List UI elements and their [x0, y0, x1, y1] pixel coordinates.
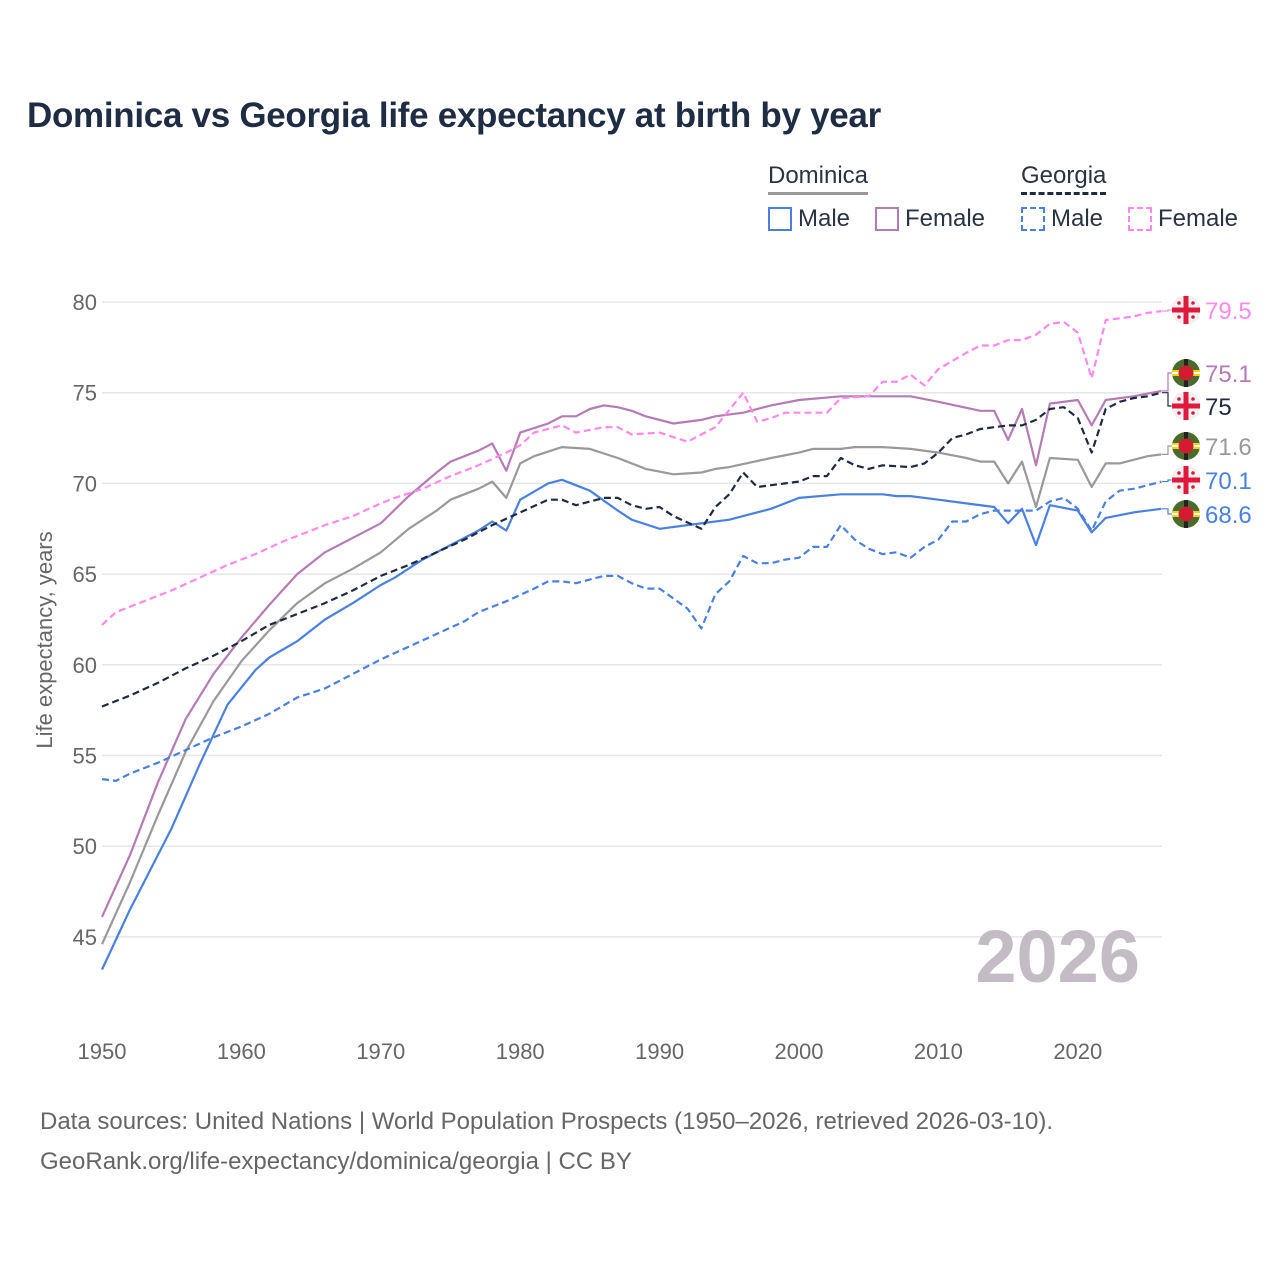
dominica-flag-icon — [1172, 432, 1200, 460]
footer-sources: Data sources: United Nations | World Pop… — [40, 1108, 1054, 1135]
flag-disc — [1178, 365, 1194, 381]
georgia-flag-icon — [1171, 465, 1201, 495]
y-axis-label: Life expectancy, years — [32, 531, 57, 748]
y-tick-label: 65 — [73, 562, 97, 587]
flag-small-cross — [1177, 471, 1181, 475]
end-value-label: 68.6 — [1205, 502, 1252, 529]
flag-cross — [1183, 466, 1189, 494]
footer-url[interactable]: GeoRank.org/life-expectancy/dominica/geo… — [40, 1148, 632, 1175]
flag-small-cross — [1191, 411, 1195, 415]
dominica-flag-icon — [1172, 500, 1200, 528]
x-tick-label: 1990 — [635, 1039, 684, 1064]
flag-cross — [1183, 392, 1189, 420]
series-line-dominica-female — [100, 389, 1162, 918]
series-line-dominica-total — [100, 446, 1162, 945]
flag-small-cross — [1191, 397, 1195, 401]
legend-georgia-male[interactable]: Male — [1021, 205, 1103, 233]
end-value-label: 75.1 — [1205, 361, 1252, 388]
flag-disc — [1178, 438, 1194, 454]
georgia-flag-icon — [1171, 391, 1201, 421]
legend-label: Female — [905, 205, 986, 232]
dominica-flag-icon — [1172, 359, 1200, 387]
x-tick-label: 2000 — [775, 1039, 824, 1064]
label-connector — [1162, 372, 1174, 392]
y-tick-label: 55 — [73, 744, 97, 769]
x-tick-label: 1970 — [356, 1039, 405, 1064]
y-tick-label: 70 — [73, 471, 97, 496]
legend-dominica-female[interactable]: Female — [875, 205, 985, 233]
x-tick-label: 2020 — [1053, 1039, 1102, 1064]
legend-group-georgia: Georgia — [1021, 162, 1107, 195]
legend-swatch — [875, 207, 899, 231]
label-connector — [1162, 508, 1174, 515]
legend-georgia-female[interactable]: Female — [1128, 205, 1238, 233]
y-tick-label: 75 — [73, 381, 97, 406]
label-connector — [1162, 479, 1174, 483]
legend-label: Male — [798, 205, 851, 232]
series-line-georgia-male — [101, 480, 1162, 782]
flag-small-cross — [1191, 471, 1195, 475]
flag-small-cross — [1191, 301, 1195, 305]
legend-label: Female — [1158, 205, 1239, 232]
legend-dominica-male[interactable]: Male — [768, 205, 850, 233]
georgia-flag-icon — [1171, 295, 1201, 325]
y-tick-label: 50 — [73, 834, 97, 859]
flag-small-cross — [1177, 301, 1181, 305]
y-tick-label: 80 — [73, 290, 97, 315]
series-line-georgia-total — [101, 391, 1162, 708]
legend-group-dominica: Dominica — [768, 162, 869, 195]
end-value-label: 79.5 — [1205, 298, 1252, 325]
y-tick-label: 60 — [73, 653, 97, 678]
flag-small-cross — [1177, 485, 1181, 489]
chart-title: Dominica vs Georgia life expectancy at b… — [27, 96, 881, 135]
legend-label: Male — [1051, 205, 1104, 232]
label-connector — [1162, 309, 1174, 312]
flag-disc — [1178, 506, 1194, 522]
series-line-georgia-female — [101, 310, 1162, 626]
flag-cross — [1183, 296, 1189, 324]
x-tick-label: 2010 — [914, 1039, 963, 1064]
legend-swatch — [768, 207, 792, 231]
x-tick-label: 1950 — [78, 1039, 127, 1064]
label-connector — [1162, 392, 1174, 407]
x-tick-label: 1960 — [217, 1039, 266, 1064]
flag-small-cross — [1177, 397, 1181, 401]
series-line-dominica-male — [101, 478, 1162, 971]
end-value-label: 70.1 — [1205, 468, 1252, 495]
y-tick-label: 45 — [73, 925, 97, 950]
legend-swatch — [1128, 207, 1152, 231]
legend-swatch — [1021, 207, 1045, 231]
flag-small-cross — [1191, 315, 1195, 319]
year-watermark: 2026 — [975, 915, 1140, 998]
x-tick-label: 1980 — [496, 1039, 545, 1064]
flag-small-cross — [1177, 411, 1181, 415]
end-value-label: 71.6 — [1205, 434, 1252, 461]
end-value-label: 75 — [1205, 394, 1232, 421]
flag-small-cross — [1177, 315, 1181, 319]
label-connector — [1162, 445, 1174, 455]
flag-small-cross — [1191, 485, 1195, 489]
